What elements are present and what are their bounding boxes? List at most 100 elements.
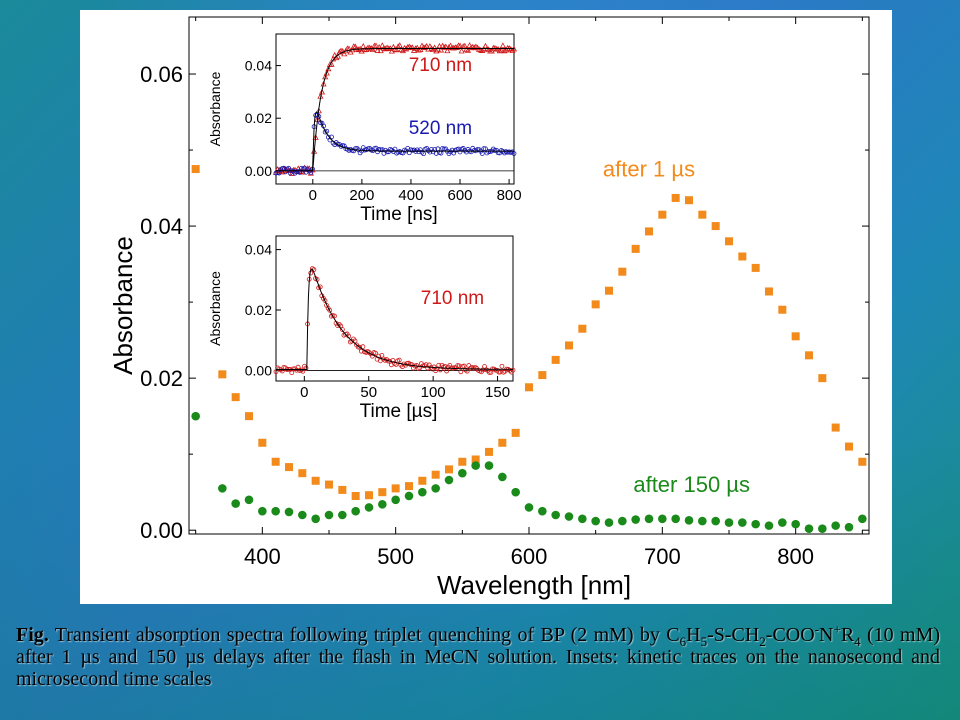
figure-panel: 400 500 600 700 800 0.00 0.02 0.04 0.06 Wavelengt… bbox=[80, 10, 892, 604]
spectrum-point-after-150us bbox=[364, 503, 374, 512]
inset-kinetic-point bbox=[360, 344, 366, 350]
spectrum-point-after-150us bbox=[858, 514, 867, 524]
inset-kinetic-point bbox=[341, 50, 348, 57]
inset-kinetic-point bbox=[391, 46, 399, 52]
spectrum-point-after-150us bbox=[391, 495, 400, 505]
inset-kinetic-point bbox=[393, 46, 400, 53]
spectrum-point-after-1us bbox=[738, 252, 747, 261]
spectrum-point-after-150us bbox=[844, 522, 854, 532]
spectrum-point-after-150us bbox=[618, 516, 627, 526]
spectrum-point-after-1us bbox=[805, 351, 813, 360]
inset-kinetic-point bbox=[318, 88, 326, 95]
spectrum-point-after-1us bbox=[591, 300, 600, 309]
inset-y-tick-label: 0.00 bbox=[245, 163, 272, 179]
spectrum-point-after-150us bbox=[644, 514, 654, 524]
inset-kinetic-point bbox=[378, 147, 384, 153]
inset-kinetic-point bbox=[499, 363, 505, 369]
spectrum-point-after-150us bbox=[538, 506, 547, 516]
spectrum-point-after-150us bbox=[578, 514, 587, 524]
spectrum-point-after-1us bbox=[565, 341, 573, 350]
inset-kinetic-point bbox=[372, 42, 380, 49]
spectrum-point-after-1us bbox=[858, 457, 867, 466]
spectrum-point-after-150us bbox=[351, 506, 360, 516]
y-tick-label: 0.04 bbox=[140, 214, 183, 239]
inset-kinetic-point bbox=[384, 149, 390, 155]
spectrum-point-after-1us bbox=[405, 482, 413, 491]
caption-line-1: Transient absorption spectra following t… bbox=[54, 624, 660, 646]
spectrum-point-after-150us bbox=[244, 495, 254, 505]
inset-kinetic-point bbox=[303, 365, 309, 371]
inset-kinetic-point bbox=[456, 42, 464, 49]
inset-kinetic-point bbox=[374, 47, 381, 53]
inset-kinetic-point bbox=[461, 363, 467, 369]
x-axis-label: Wavelength [nm] bbox=[437, 570, 631, 600]
inset-kinetic-point bbox=[499, 42, 506, 49]
inset-kinetic-point bbox=[352, 338, 358, 344]
spectrum-point-after-150us bbox=[431, 484, 440, 493]
spectrum-point-after-1us bbox=[791, 332, 800, 341]
inset-y-tick-label: 0.00 bbox=[245, 362, 272, 378]
inset-kinetic-point bbox=[421, 151, 426, 157]
caption-formula: C6H5-S-CH2-COO-N+R4 bbox=[666, 621, 861, 649]
spectrum-point-after-1us bbox=[498, 438, 507, 447]
spectrum-point-after-150us bbox=[404, 491, 414, 501]
inset-kinetic-point bbox=[377, 47, 384, 54]
inset-kinetic-point bbox=[360, 43, 367, 49]
spectrum-point-after-1us bbox=[711, 222, 720, 231]
spectrum-point-after-150us bbox=[831, 521, 840, 530]
inset-kinetic-point bbox=[468, 44, 475, 51]
spectrum-point-after-1us bbox=[485, 447, 493, 456]
inset-annotation-710-nm: 710 nm bbox=[409, 55, 472, 76]
spectrum-point-after-1us bbox=[645, 227, 653, 236]
inset-fit-curve bbox=[276, 111, 514, 172]
spectrum-point-after-150us bbox=[338, 510, 347, 520]
annotation-after-1us: after 1 µs bbox=[603, 157, 695, 182]
spectrum-point-after-1us bbox=[725, 237, 733, 246]
spectrum-point-after-1us bbox=[391, 484, 400, 493]
caption-line-3: MeCN solution. Insets: kinetic traces on… bbox=[16, 646, 941, 690]
inset-x-tick-label: 150 bbox=[485, 384, 510, 401]
spectrum-point-after-1us bbox=[311, 476, 320, 485]
inset-y-axis-label: Absorbance bbox=[207, 271, 223, 346]
spectrum-point-after-150us bbox=[551, 510, 560, 520]
spectrum-point-after-150us bbox=[791, 519, 800, 529]
inset-kinetic-point bbox=[496, 369, 502, 375]
spectrum-point-after-150us bbox=[671, 514, 680, 524]
inset-x-tick-label: 800 bbox=[497, 187, 522, 204]
inset-kinetic-point bbox=[415, 46, 422, 53]
inset-frame bbox=[275, 33, 515, 185]
spectrum-point-after-150us bbox=[231, 499, 240, 508]
spectrum-point-after-150us bbox=[444, 475, 454, 485]
spectrum-point-after-1us bbox=[845, 442, 853, 451]
spectrum-point-after-150us bbox=[698, 516, 707, 526]
spectrum-point-after-1us bbox=[765, 287, 773, 296]
inset-y-tick-label: 0.04 bbox=[245, 58, 272, 74]
spectrum-point-after-150us bbox=[311, 514, 320, 524]
spectrum-point-after-1us bbox=[658, 210, 667, 219]
spectrum-point-after-150us bbox=[591, 516, 600, 526]
inset-fit-curve bbox=[276, 48, 514, 172]
spectrum-point-after-1us bbox=[325, 480, 333, 489]
spectrum-point-after-1us bbox=[258, 438, 267, 447]
inset-kinetic-point bbox=[437, 46, 445, 53]
spectrum-point-after-150us bbox=[298, 510, 307, 520]
annotation-after-150us: after 150 µs bbox=[633, 472, 750, 497]
inset-kinetic-point bbox=[339, 327, 345, 332]
spectrum-point-after-150us bbox=[564, 512, 574, 521]
spectrum-point-after-150us bbox=[684, 516, 694, 525]
x-tick-label: 500 bbox=[377, 544, 414, 569]
inset-kinetic-point bbox=[286, 165, 292, 171]
inset-kinetic-point bbox=[323, 69, 330, 76]
spectrum-point-after-150us bbox=[751, 519, 760, 529]
inset-kinetic-point bbox=[486, 370, 492, 375]
spectrum-point-after-1us bbox=[471, 455, 480, 464]
inset-kinetic-point bbox=[316, 114, 322, 119]
inset-kinetic-point bbox=[492, 148, 498, 153]
spectrum-point-after-150us bbox=[191, 411, 200, 421]
inset-kinetic-point bbox=[461, 42, 468, 49]
spectrum-point-after-1us bbox=[218, 370, 227, 379]
inset-x-axis-label: Time [ns] bbox=[360, 204, 437, 225]
inset-kinetic-point bbox=[331, 51, 338, 58]
spectrum-point-after-150us bbox=[324, 510, 334, 520]
inset-fit-curve bbox=[276, 268, 513, 370]
